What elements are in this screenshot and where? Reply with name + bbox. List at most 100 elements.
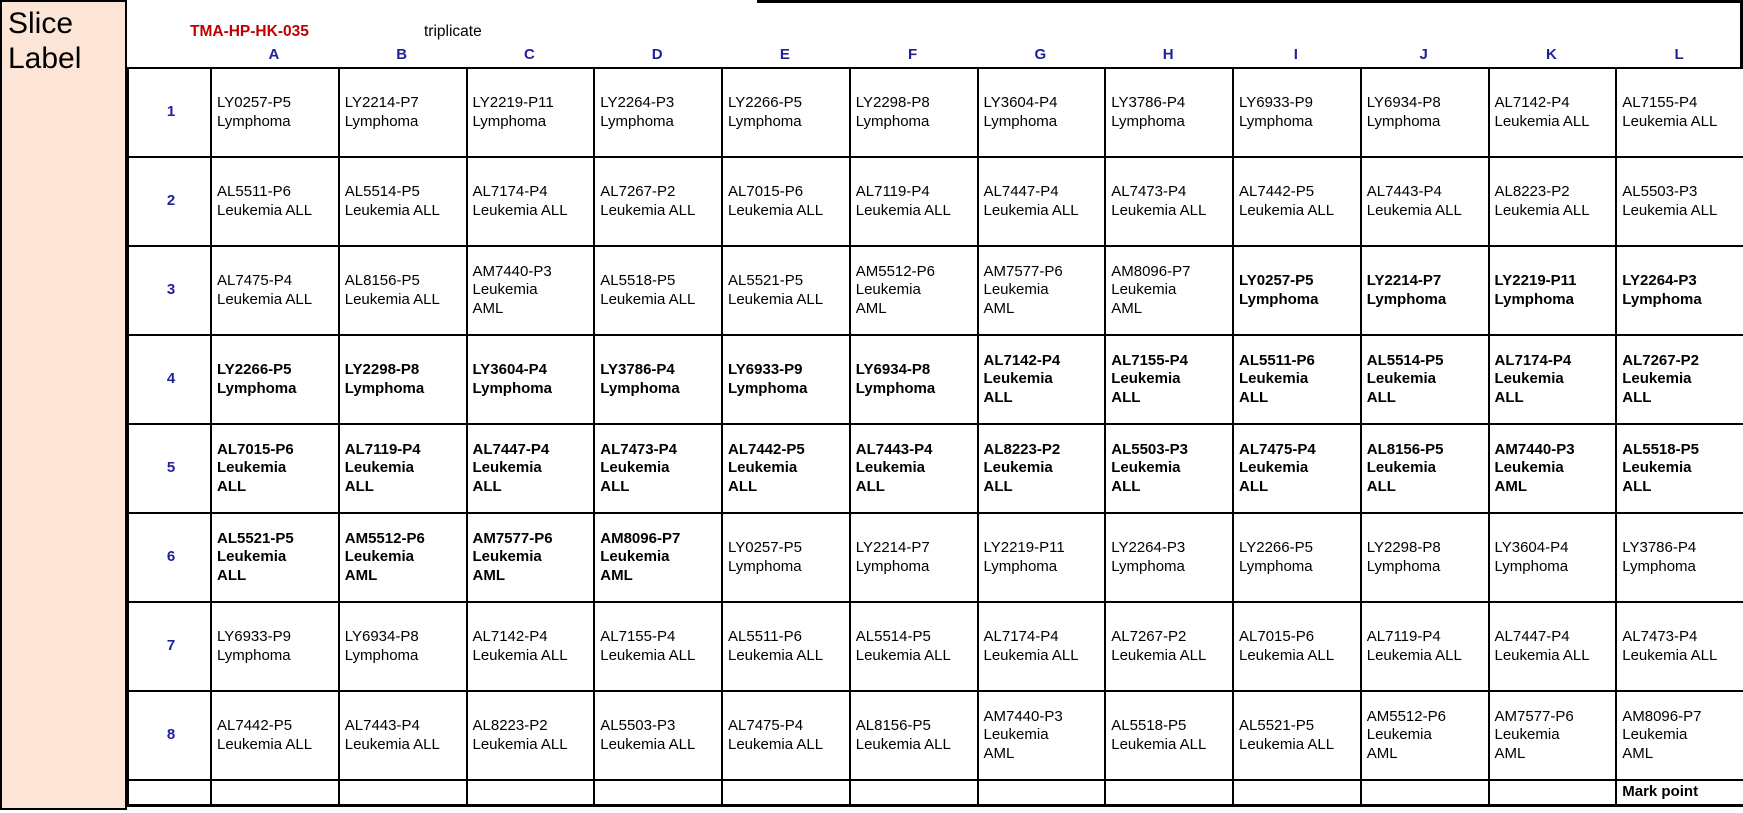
grid-cell-L5[interactable]: AL5518-P5 Leukemia ALL <box>1615 423 1743 514</box>
grid-cell-L7[interactable]: AL7473-P4 Leukemia ALL <box>1615 601 1743 692</box>
grid-cell-D5[interactable]: AL7473-P4 Leukemia ALL <box>593 423 723 514</box>
grid-cell-K6[interactable]: LY3604-P4 Lymphoma <box>1487 512 1618 603</box>
grid-cell-L2[interactable]: AL5503-P3 Leukemia ALL <box>1615 156 1743 247</box>
grid-cell-B1[interactable]: LY2214-P7 Lymphoma <box>337 67 468 158</box>
grid-cell-E5[interactable]: AL7442-P5 Leukemia ALL <box>721 423 851 514</box>
grid-cell-G1[interactable]: LY3604-P4 Lymphoma <box>976 67 1107 158</box>
grid-cell-K4[interactable]: AL7174-P4 Leukemia ALL <box>1487 334 1618 425</box>
grid-cell-J6[interactable]: LY2298-P8 Lymphoma <box>1359 512 1490 603</box>
grid-cell-G5[interactable]: AL8223-P2 Leukemia ALL <box>976 423 1107 514</box>
grid-cell-K2[interactable]: AL8223-P2 Leukemia ALL <box>1487 156 1618 247</box>
grid-cell-F8[interactable]: AL8156-P5 Leukemia ALL <box>848 690 979 781</box>
grid-cell-I7[interactable]: AL7015-P6 Leukemia ALL <box>1232 601 1362 692</box>
grid-cell-B2[interactable]: AL5514-P5 Leukemia ALL <box>337 156 468 247</box>
grid-cell-H4[interactable]: AL7155-P4 Leukemia ALL <box>1104 334 1234 425</box>
grid-cell-A1[interactable]: LY0257-P5 Lymphoma <box>210 67 340 158</box>
grid-cell-H5[interactable]: AL5503-P3 Leukemia ALL <box>1104 423 1234 514</box>
grid-cell-I2[interactable]: AL7442-P5 Leukemia ALL <box>1232 156 1362 247</box>
grid-cell-L4[interactable]: AL7267-P2 Leukemia ALL <box>1615 334 1743 425</box>
grid-cell-D6[interactable]: AM8096-P7 Leukemia AML <box>593 512 723 603</box>
grid-cell-B7[interactable]: LY6934-P8 Lymphoma <box>337 601 468 692</box>
grid-cell-G3[interactable]: AM7577-P6 Leukemia AML <box>976 245 1107 336</box>
grid-cell-K3[interactable]: LY2219-P11 Lymphoma <box>1487 245 1618 336</box>
grid-cell-F6[interactable]: LY2214-P7 Lymphoma <box>848 512 979 603</box>
grid-cell-A5[interactable]: AL7015-P6 Leukemia ALL <box>210 423 340 514</box>
grid-cell-I5[interactable]: AL7475-P4 Leukemia ALL <box>1232 423 1362 514</box>
grid-cell-A2[interactable]: AL5511-P6 Leukemia ALL <box>210 156 340 247</box>
grid-cell-D1[interactable]: LY2264-P3 Lymphoma <box>593 67 723 158</box>
grid-cell-B3[interactable]: AL8156-P5 Leukemia ALL <box>337 245 468 336</box>
grid-cell-L6[interactable]: LY3786-P4 Lymphoma <box>1615 512 1743 603</box>
grid-cell-A6[interactable]: AL5521-P5 Leukemia ALL <box>210 512 340 603</box>
grid-cell-F4[interactable]: LY6934-P8 Lymphoma <box>848 334 979 425</box>
grid-cell-D8[interactable]: AL5503-P3 Leukemia ALL <box>593 690 723 781</box>
grid-cell-I3[interactable]: LY0257-P5 Lymphoma <box>1232 245 1362 336</box>
grid-cell-B4[interactable]: LY2298-P8 Lymphoma <box>337 334 468 425</box>
grid-cell-H6[interactable]: LY2264-P3 Lymphoma <box>1104 512 1234 603</box>
grid-cell-C4[interactable]: LY3604-P4 Lymphoma <box>465 334 596 425</box>
grid-cell-D3[interactable]: AL5518-P5 Leukemia ALL <box>593 245 723 336</box>
grid-cell-E7[interactable]: AL5511-P6 Leukemia ALL <box>721 601 851 692</box>
grid-cell-A3[interactable]: AL7475-P4 Leukemia ALL <box>210 245 340 336</box>
grid-cell-C5[interactable]: AL7447-P4 Leukemia ALL <box>465 423 596 514</box>
grid-cell-E1[interactable]: LY2266-P5 Lymphoma <box>721 67 851 158</box>
grid-cell-G8[interactable]: AM7440-P3 Leukemia AML <box>976 690 1107 781</box>
grid-cell-F7[interactable]: AL5514-P5 Leukemia ALL <box>848 601 979 692</box>
grid-cell-A4[interactable]: LY2266-P5 Lymphoma <box>210 334 340 425</box>
grid-cell-F3[interactable]: AM5512-P6 Leukemia AML <box>848 245 979 336</box>
grid-cell-G7[interactable]: AL7174-P4 Leukemia ALL <box>976 601 1107 692</box>
grid-cell-E2[interactable]: AL7015-P6 Leukemia ALL <box>721 156 851 247</box>
grid-row-4: 4 LY2266-P5 Lymphoma LY2298-P8 Lymphoma LY360… <box>127 334 1743 425</box>
grid-cell-C6[interactable]: AM7577-P6 Leukemia AML <box>465 512 596 603</box>
grid-cell-E6[interactable]: LY0257-P5 Lymphoma <box>721 512 851 603</box>
grid-cell-C3[interactable]: AM7440-P3 Leukemia AML <box>465 245 596 336</box>
grid-cell-B6[interactable]: AM5512-P6 Leukemia AML <box>337 512 468 603</box>
grid-cell-I6[interactable]: LY2266-P5 Lymphoma <box>1232 512 1362 603</box>
grid-cell-L8[interactable]: AM8096-P7 Leukemia AML <box>1615 690 1743 781</box>
grid-cell-J1[interactable]: LY6934-P8 Lymphoma <box>1359 67 1490 158</box>
grid-cell-K8[interactable]: AM7577-P6 Leukemia AML <box>1487 690 1618 781</box>
grid-cell-D7[interactable]: AL7155-P4 Leukemia ALL <box>593 601 723 692</box>
grid-cell-J7[interactable]: AL7119-P4 Leukemia ALL <box>1359 601 1490 692</box>
grid-cell-K5[interactable]: AM7440-P3 Leukemia AML <box>1487 423 1618 514</box>
grid-cell-H8[interactable]: AL5518-P5 Leukemia ALL <box>1104 690 1234 781</box>
grid-cell-H2[interactable]: AL7473-P4 Leukemia ALL <box>1104 156 1234 247</box>
grid-cell-J8[interactable]: AM5512-P6 Leukemia AML <box>1359 690 1490 781</box>
grid-cell-K1[interactable]: AL7142-P4 Leukemia ALL <box>1487 67 1618 158</box>
column-header-K: K <box>1545 46 1557 63</box>
grid-cell-J3[interactable]: LY2214-P7 Lymphoma <box>1359 245 1490 336</box>
grid-cell-E4[interactable]: LY6933-P9 Lymphoma <box>721 334 851 425</box>
grid-cell-F5[interactable]: AL7443-P4 Leukemia ALL <box>848 423 979 514</box>
grid-cell-J4[interactable]: AL5514-P5 Leukemia ALL <box>1359 334 1490 425</box>
grid-cell-A8[interactable]: AL7442-P5 Leukemia ALL <box>210 690 340 781</box>
grid-cell-J2[interactable]: AL7443-P4 Leukemia ALL <box>1359 156 1490 247</box>
grid-cell-J5[interactable]: AL8156-P5 Leukemia ALL <box>1359 423 1490 514</box>
grid-cell-K7[interactable]: AL7447-P4 Leukemia ALL <box>1487 601 1618 692</box>
grid-cell-G2[interactable]: AL7447-P4 Leukemia ALL <box>976 156 1107 247</box>
grid-cell-G6[interactable]: LY2219-P11 Lymphoma <box>976 512 1107 603</box>
grid-cell-C8[interactable]: AL8223-P2 Leukemia ALL <box>465 690 596 781</box>
grid-cell-C1[interactable]: LY2219-P11 Lymphoma <box>465 67 596 158</box>
grid-cell-H1[interactable]: LY3786-P4 Lymphoma <box>1104 67 1234 158</box>
grid-cell-L3[interactable]: LY2264-P3 Lymphoma <box>1615 245 1743 336</box>
mark-point-cell[interactable]: Mark point <box>1615 779 1743 806</box>
grid-cell-F1[interactable]: LY2298-P8 Lymphoma <box>848 67 979 158</box>
grid-cell-I1[interactable]: LY6933-P9 Lymphoma <box>1232 67 1362 158</box>
grid-cell-I8[interactable]: AL5521-P5 Leukemia ALL <box>1232 690 1362 781</box>
grid-cell-D4[interactable]: LY3786-P4 Lymphoma <box>593 334 723 425</box>
grid-cell-I4[interactable]: AL5511-P6 Leukemia ALL <box>1232 334 1362 425</box>
grid-cell-D2[interactable]: AL7267-P2 Leukemia ALL <box>593 156 723 247</box>
grid-cell-E8[interactable]: AL7475-P4 Leukemia ALL <box>721 690 851 781</box>
grid-cell-A7[interactable]: LY6933-P9 Lymphoma <box>210 601 340 692</box>
grid-cell-C2[interactable]: AL7174-P4 Leukemia ALL <box>465 156 596 247</box>
grid-cell-E3[interactable]: AL5521-P5 Leukemia ALL <box>721 245 851 336</box>
grid-cell-L1[interactable]: AL7155-P4 Leukemia ALL <box>1615 67 1743 158</box>
grid-cell-B5[interactable]: AL7119-P4 Leukemia ALL <box>337 423 468 514</box>
grid-cell-F2[interactable]: AL7119-P4 Leukemia ALL <box>848 156 979 247</box>
grid-cell-H7[interactable]: AL7267-P2 Leukemia ALL <box>1104 601 1234 692</box>
grid-cell-G4[interactable]: AL7142-P4 Leukemia ALL <box>976 334 1107 425</box>
grid-cell-B8[interactable]: AL7443-P4 Leukemia ALL <box>337 690 468 781</box>
blank-cell-K <box>1487 779 1618 806</box>
grid-cell-C7[interactable]: AL7142-P4 Leukemia ALL <box>465 601 596 692</box>
grid-cell-H3[interactable]: AM8096-P7 Leukemia AML <box>1104 245 1234 336</box>
